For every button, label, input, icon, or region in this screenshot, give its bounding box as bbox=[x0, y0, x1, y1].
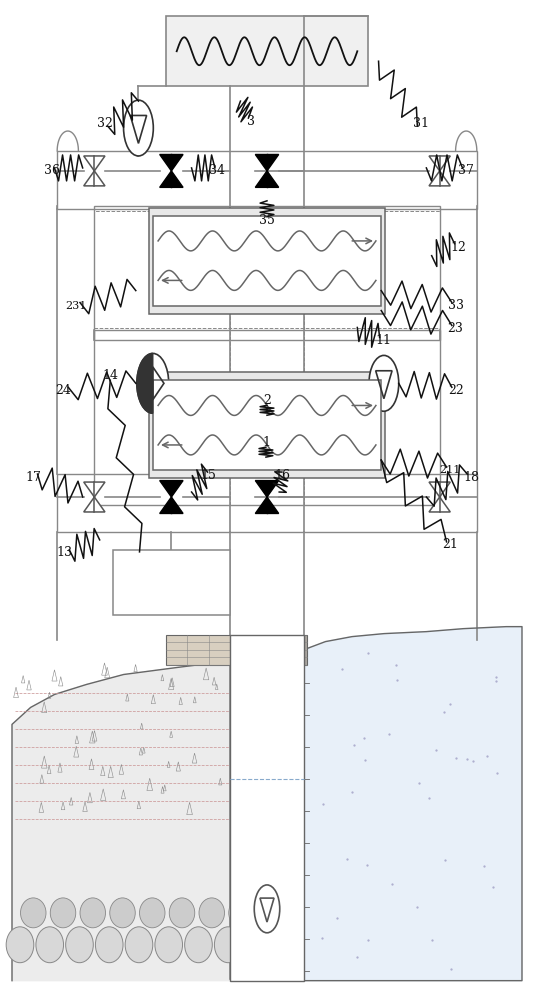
Ellipse shape bbox=[125, 927, 153, 963]
Polygon shape bbox=[12, 658, 293, 981]
Text: 32: 32 bbox=[97, 117, 113, 130]
Polygon shape bbox=[429, 497, 450, 512]
Ellipse shape bbox=[215, 927, 242, 963]
Bar bbox=[95, 330, 439, 505]
Text: 18: 18 bbox=[464, 471, 480, 484]
Bar bbox=[95, 211, 439, 328]
Polygon shape bbox=[160, 497, 183, 513]
Ellipse shape bbox=[66, 927, 93, 963]
Polygon shape bbox=[160, 154, 183, 171]
Text: 22: 22 bbox=[447, 384, 464, 397]
Polygon shape bbox=[255, 497, 279, 513]
Circle shape bbox=[123, 100, 153, 156]
Text: 11: 11 bbox=[376, 334, 392, 347]
Text: 12: 12 bbox=[450, 241, 466, 254]
Bar bbox=[304, 635, 307, 665]
Bar bbox=[153, 380, 381, 470]
Bar bbox=[57, 474, 477, 532]
Polygon shape bbox=[255, 171, 279, 187]
Polygon shape bbox=[429, 171, 450, 186]
Ellipse shape bbox=[50, 898, 76, 928]
Polygon shape bbox=[293, 627, 522, 981]
Ellipse shape bbox=[155, 927, 183, 963]
Text: 35: 35 bbox=[259, 214, 275, 227]
Bar bbox=[57, 151, 477, 209]
Bar bbox=[153, 216, 381, 306]
Ellipse shape bbox=[80, 898, 106, 928]
Text: 17: 17 bbox=[25, 471, 41, 484]
Ellipse shape bbox=[96, 927, 123, 963]
Polygon shape bbox=[160, 171, 183, 187]
Polygon shape bbox=[160, 481, 183, 497]
Text: 231: 231 bbox=[65, 301, 87, 311]
Text: 24: 24 bbox=[56, 384, 72, 397]
Ellipse shape bbox=[20, 898, 46, 928]
Text: 31: 31 bbox=[413, 117, 429, 130]
Text: 14: 14 bbox=[103, 369, 119, 382]
Text: 13: 13 bbox=[56, 546, 72, 559]
Text: 3: 3 bbox=[247, 115, 255, 128]
Polygon shape bbox=[84, 171, 105, 186]
Text: 37: 37 bbox=[458, 164, 474, 177]
Ellipse shape bbox=[229, 898, 254, 928]
Circle shape bbox=[137, 353, 169, 413]
Text: 23: 23 bbox=[447, 322, 464, 335]
Polygon shape bbox=[137, 353, 153, 413]
Ellipse shape bbox=[169, 898, 195, 928]
Bar bbox=[113, 550, 230, 615]
Text: 16: 16 bbox=[275, 469, 291, 482]
Bar bbox=[230, 635, 304, 981]
Bar bbox=[166, 635, 230, 665]
Bar bbox=[166, 16, 368, 86]
Text: 34: 34 bbox=[209, 164, 224, 177]
Polygon shape bbox=[255, 154, 279, 171]
Polygon shape bbox=[255, 481, 279, 497]
Ellipse shape bbox=[139, 898, 165, 928]
Polygon shape bbox=[84, 497, 105, 512]
Text: 1: 1 bbox=[262, 436, 270, 449]
Polygon shape bbox=[429, 156, 450, 171]
Polygon shape bbox=[429, 482, 450, 497]
Bar bbox=[148, 372, 386, 478]
Text: 33: 33 bbox=[447, 299, 464, 312]
Ellipse shape bbox=[36, 927, 64, 963]
Ellipse shape bbox=[185, 927, 213, 963]
Circle shape bbox=[254, 885, 280, 933]
Ellipse shape bbox=[199, 898, 224, 928]
Text: 211: 211 bbox=[439, 465, 461, 475]
Polygon shape bbox=[84, 482, 105, 497]
Text: 15: 15 bbox=[201, 469, 216, 482]
Text: 36: 36 bbox=[44, 164, 60, 177]
Ellipse shape bbox=[6, 927, 34, 963]
Text: 21: 21 bbox=[442, 538, 458, 551]
Bar bbox=[95, 206, 439, 340]
Ellipse shape bbox=[244, 927, 272, 963]
Polygon shape bbox=[84, 156, 105, 171]
Text: 2: 2 bbox=[263, 394, 271, 407]
Bar bbox=[148, 208, 386, 314]
Ellipse shape bbox=[110, 898, 135, 928]
Circle shape bbox=[369, 355, 399, 411]
